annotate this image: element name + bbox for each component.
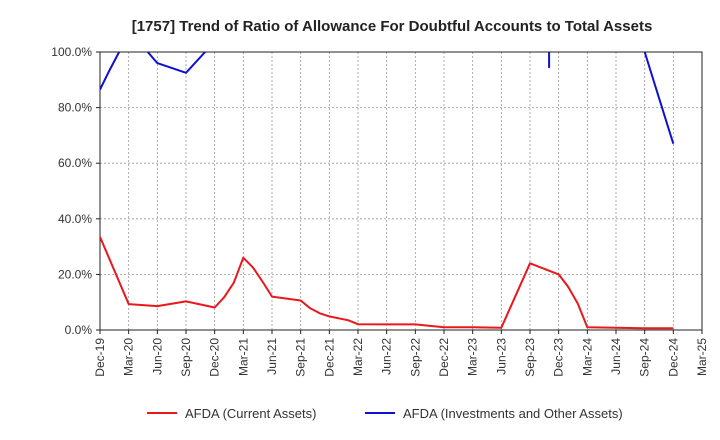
x-tick-label: Mar-21 [236,338,250,376]
x-tick-label: Sep-23 [523,338,537,377]
x-tick-label: Dec-24 [666,338,680,377]
series-line-investments [147,52,206,74]
legend-label-investments: AFDA (Investments and Other Assets) [403,406,623,421]
x-axis: Dec-19 Mar-20 Jun-20 Sep-20 Dec-20 Mar-21 Jun-… [93,330,709,377]
y-tick-label: 100.0% [51,45,92,59]
series-line-current-assets [100,236,674,330]
x-tick-label: Jun-22 [380,338,394,375]
x-tick-label: Mar-23 [466,338,480,376]
x-tick-label: Mar-25 [695,338,709,376]
x-tick-label: Dec-23 [552,338,566,377]
y-tick-label: 0.0% [65,323,93,337]
x-tick-label: Sep-21 [294,338,308,377]
y-tick-label: 80.0% [58,101,92,115]
x-tick-label: Mar-22 [351,338,365,376]
chart-title: [1757] Trend of Ratio of Allowance For D… [132,18,653,35]
y-tick-label: 40.0% [58,212,92,226]
x-tick-label: Dec-19 [93,338,107,377]
series-line-investments [100,52,120,90]
legend-label-current-assets: AFDA (Current Assets) [185,406,316,421]
x-tick-label: Jun-21 [265,338,279,375]
x-tick-label: Mar-20 [122,338,136,376]
x-tick-label: Jun-20 [150,338,164,375]
y-tick-label: 20.0% [58,267,92,281]
legend: AFDA (Current Assets) AFDA (Investments … [147,406,623,421]
grid-lines [99,51,703,331]
y-axis: 0.0% 20.0% 40.0% 60.0% 80.0% 100.0% [51,45,100,337]
x-tick-label: Sep-24 [638,338,652,377]
x-tick-label: Sep-22 [408,338,422,377]
series-group [100,52,675,330]
x-tick-label: Dec-21 [322,338,336,377]
x-tick-label: Dec-20 [208,338,222,377]
x-tick-label: Sep-20 [179,338,193,377]
y-tick-label: 60.0% [58,156,92,170]
x-tick-label: Jun-24 [609,338,623,375]
plot-area [99,51,703,331]
x-tick-label: Dec-22 [437,338,451,377]
x-tick-label: Mar-24 [580,338,594,376]
x-tick-label: Jun-23 [494,338,508,375]
series-line-investments [643,52,675,144]
